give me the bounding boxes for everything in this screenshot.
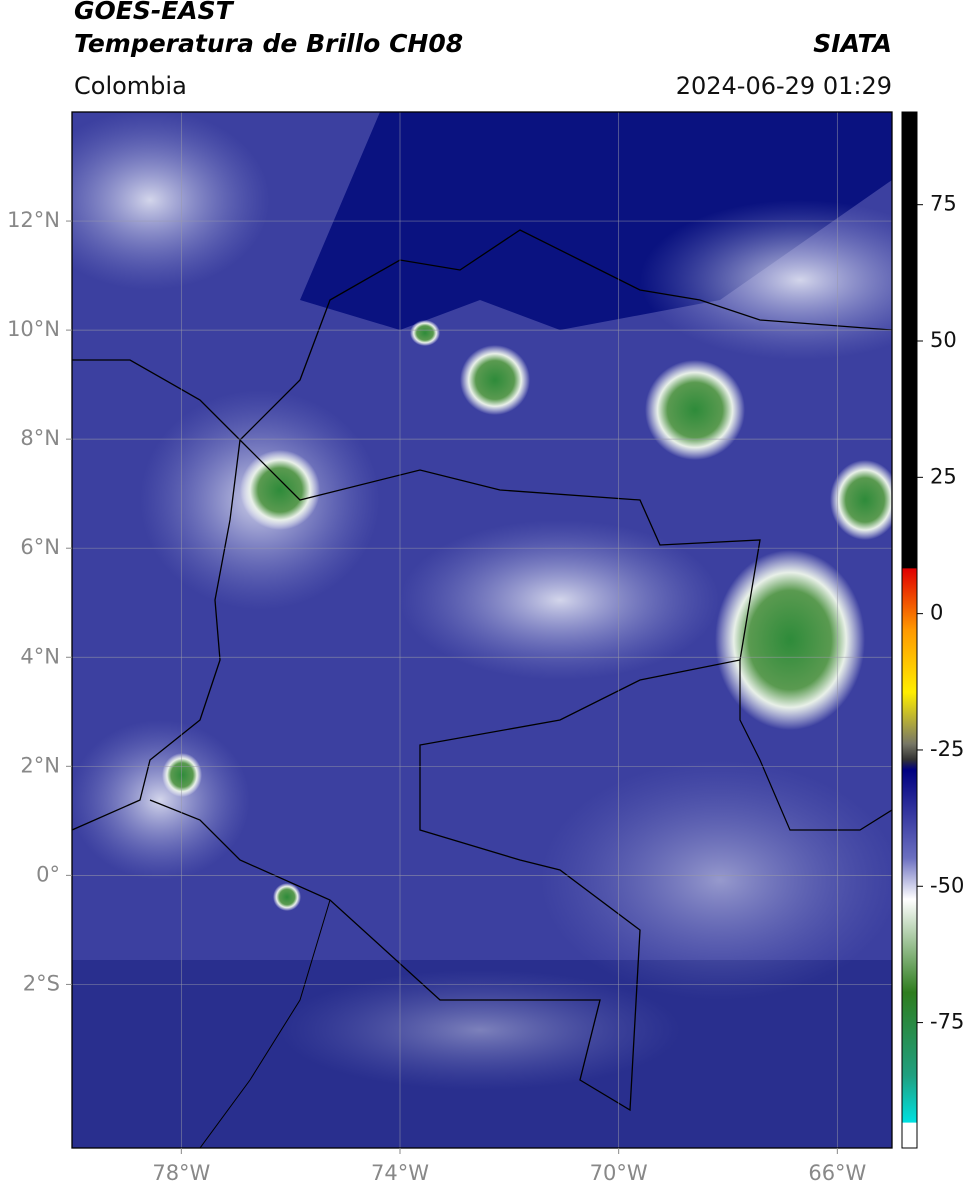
x-tick-label: 66°W: [808, 1161, 866, 1185]
map-frame: [71, 111, 893, 1149]
datetime: 2024-06-29 01:29: [676, 72, 892, 100]
x-tick-label: 74°W: [371, 1161, 429, 1185]
y-tick-label: 8°N: [20, 426, 60, 450]
colorbar-tick-label: 25: [930, 464, 957, 488]
y-tick-label: 2°S: [23, 971, 60, 995]
colorbar-tick-label: 0: [930, 601, 943, 625]
title-line1: GOES-EAST: [74, 0, 235, 25]
x-tick-label: 78°W: [152, 1161, 210, 1185]
y-tick-label: 6°N: [20, 535, 60, 559]
colorbar-tick-label: 50: [930, 328, 957, 352]
y-tick-label: 10°N: [7, 317, 60, 341]
title-line2: Temperatura de Brillo CH08: [74, 29, 463, 58]
y-tick-label: 4°N: [20, 644, 60, 668]
y-tick-label: 2°N: [20, 753, 60, 777]
x-tick-label: 70°W: [590, 1161, 648, 1185]
colorbar-tick-label: -25: [930, 737, 964, 761]
y-tick-label: 0°: [36, 862, 60, 886]
colorbar-tick-label: -50: [930, 873, 964, 897]
y-tick-label: 12°N: [7, 208, 60, 232]
colorbar-tick-label: 75: [930, 192, 957, 216]
region: Colombia: [74, 72, 187, 100]
colorbar-tick-label: -75: [930, 1010, 964, 1034]
satellite-image: [72, 112, 892, 1148]
colorbar: [901, 111, 918, 1149]
grid-layer: [72, 112, 892, 1148]
source: SIATA: [813, 29, 892, 58]
